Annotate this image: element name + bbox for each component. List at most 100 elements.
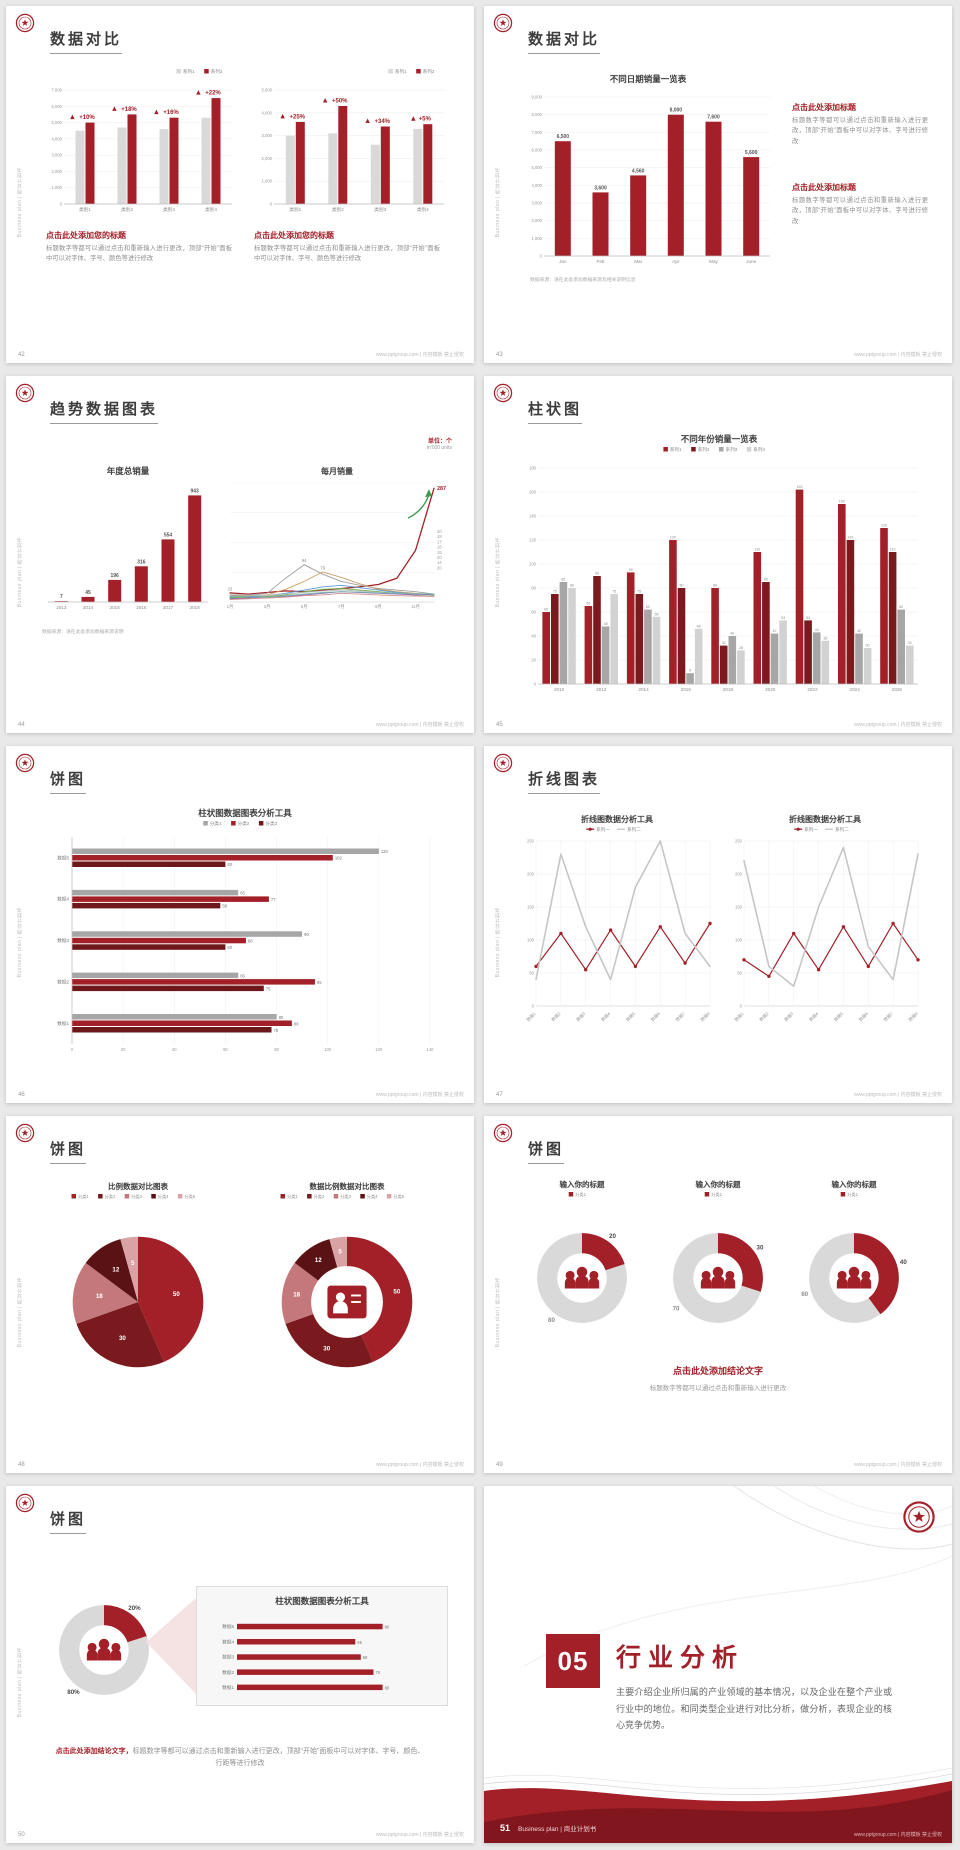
svg-text:数据5: 数据5	[222, 1623, 234, 1630]
svg-text:数据2: 数据2	[222, 1669, 234, 1676]
caption-body: 标题数字等都可以通过点击和重新输入进行更改，顶部“开始”面板中可以对字体、字号、…	[46, 245, 232, 263]
svg-text:输入你的标题: 输入你的标题	[832, 1179, 877, 1189]
school-seal-icon	[493, 1123, 513, 1143]
svg-text:20: 20	[437, 529, 442, 534]
svg-text:12: 12	[112, 1267, 119, 1274]
page-number: 43	[496, 352, 503, 358]
svg-text:数据8: 数据8	[907, 1010, 920, 1023]
annual-sales-bar-chart: 年度总销量 7 2013 45 2014 196 2015 316 2016 554 2017 943…	[42, 462, 214, 614]
svg-text:58: 58	[222, 904, 227, 909]
svg-text:56: 56	[654, 612, 658, 616]
comparison-bar-chart-right: 系列1 系列2 5,000 4,000 3,000 2,000 1,000 0 +25% 类别1 +…	[250, 64, 450, 216]
slide-title: 数据对比	[528, 28, 601, 54]
svg-text:110: 110	[890, 548, 896, 552]
svg-text:系列2: 系列2	[423, 68, 435, 75]
slide-footer: www.pptgroup.com | 内容模板 禁止侵权	[376, 352, 464, 358]
svg-text:+10%: +10%	[79, 115, 95, 121]
svg-text:70: 70	[673, 1305, 680, 1312]
svg-text:分类2: 分类2	[314, 1193, 325, 1200]
svg-text:150: 150	[839, 500, 845, 504]
side-brand-label: Business plan | 商业计划书	[495, 536, 501, 608]
svg-text:数据4: 数据4	[57, 896, 69, 903]
svg-text:数据7: 数据7	[674, 1010, 687, 1023]
unit-label-en: in'000 units	[426, 445, 452, 451]
svg-text:94: 94	[302, 558, 307, 563]
monthly-sales-line-chart: 每月销量 1月 3月 5月 7月 9月 11月 23 94 76 287 20 18 17 16 15 20 14…	[222, 462, 452, 614]
svg-text:60: 60	[531, 610, 536, 615]
caption-heading: 点击此处添加您的标题	[254, 231, 334, 240]
svg-text:30: 30	[323, 1346, 330, 1353]
slide-title: 饼图	[50, 1138, 87, 1164]
svg-text:30: 30	[866, 644, 870, 648]
page-number: 45	[496, 722, 503, 728]
svg-text:年度总销量: 年度总销量	[107, 466, 150, 476]
svg-text:130: 130	[881, 524, 887, 528]
side-brand-label: Business plan | 商业计划书	[17, 906, 23, 978]
svg-text:系列2: 系列2	[211, 68, 223, 75]
svg-text:折线图数据分析工具: 折线图数据分析工具	[789, 814, 861, 824]
svg-text:数据比例数据对比图表: 数据比例数据对比图表	[310, 1181, 385, 1191]
ratio-donut-chart: 数据比例数据对比图表 分类1 分类2 分类3 分类4 分类5 50 30 18 12 5	[244, 1178, 450, 1398]
svg-text:类别4: 类别4	[205, 206, 217, 213]
school-seal-icon	[15, 13, 35, 33]
donut-chart-1: 输入你的标题 分类1 20 80	[516, 1176, 648, 1352]
svg-text:53: 53	[781, 616, 785, 620]
svg-text:系列3: 系列3	[726, 446, 738, 453]
svg-text:120: 120	[529, 538, 537, 543]
svg-text:45: 45	[85, 590, 91, 596]
band-caption: 51 Business plan | 商业计划书	[500, 1823, 596, 1833]
slide-46-hbar-chart: Business plan | 商业计划书 饼图 柱状图数据图表分析工具 分类1 分…	[6, 746, 474, 1103]
side-brand-label: Business plan | 商业计划书	[17, 536, 23, 608]
svg-text:系列一: 系列一	[804, 826, 818, 833]
svg-text:554: 554	[164, 532, 173, 538]
donut-chart-2: 输入你的标题 分类1 30 70	[652, 1176, 784, 1352]
svg-text:数据2: 数据2	[550, 1010, 563, 1023]
svg-text:系列4: 系列4	[753, 446, 765, 453]
svg-text:162: 162	[797, 485, 803, 489]
slide-footer: www.pptgroup.com | 内容模板 禁止侵权	[376, 1462, 464, 1468]
svg-text:Mar: Mar	[634, 259, 642, 264]
svg-text:120: 120	[375, 1047, 383, 1052]
svg-text:数据4: 数据4	[222, 1638, 234, 1645]
svg-text:系列2: 系列2	[698, 446, 710, 453]
svg-text:2012: 2012	[596, 687, 607, 692]
section-body: 主要介绍企业所归属的产业领域的基本情况，以及企业在整个产业或行业中的地位。和同类…	[616, 1687, 892, 1731]
svg-text:65: 65	[357, 1640, 362, 1645]
donut-chart-3: 输入你的标题 分类1 40 60	[788, 1176, 920, 1352]
svg-text:7月: 7月	[338, 604, 345, 610]
svg-text:系列二: 系列二	[627, 826, 641, 833]
svg-text:柱状图数据图表分析工具: 柱状图数据图表分析工具	[198, 808, 292, 818]
caption-heading: 点击此处添加标题	[792, 103, 856, 112]
svg-text:80: 80	[274, 1047, 279, 1052]
percentage-donut-chart: 20% 80%	[36, 1580, 172, 1716]
svg-text:Apr: Apr	[672, 259, 680, 264]
svg-text:60: 60	[223, 1047, 228, 1052]
svg-text:类别4: 类别4	[417, 206, 429, 213]
svg-text:数据2: 数据2	[758, 1010, 771, 1023]
conclusion-paragraph: 点击此处添加结论文字，标题数字等都可以通过点击和重新输入进行更改，顶部“开始”面…	[54, 1746, 426, 1771]
svg-text:5月: 5月	[301, 604, 308, 610]
analysis-panel: 柱状图数据图表分析工具 数据5 80 数据4 65 数据3 68 数据2 75 数据1 80	[196, 1586, 448, 1706]
svg-text:数据5: 数据5	[832, 1010, 845, 1023]
svg-text:7,600: 7,600	[707, 115, 720, 121]
svg-text:2,000: 2,000	[532, 218, 543, 223]
side-brand-label: Business plan | 商业计划书	[17, 166, 23, 238]
svg-text:分类1: 分类1	[847, 1191, 858, 1198]
svg-text:42: 42	[773, 629, 777, 633]
school-seal-icon	[902, 1500, 936, 1534]
svg-text:5: 5	[131, 1260, 135, 1267]
svg-text:系列二: 系列二	[835, 826, 849, 833]
slide-50-donut-and-bars: Business plan | 商业计划书 饼图 20% 80% 柱状图数据图表分…	[6, 1486, 474, 1843]
svg-text:30: 30	[757, 1245, 764, 1252]
svg-text:2017: 2017	[163, 605, 174, 610]
school-seal-icon	[493, 753, 513, 773]
svg-text:20: 20	[437, 555, 442, 560]
svg-text:40: 40	[172, 1047, 177, 1052]
svg-text:7: 7	[60, 594, 63, 600]
school-seal-icon	[15, 383, 35, 403]
yearly-grouped-column-chart: 不同年份销量一览表 系列1 系列2 系列3 系列4 180 160 140 120 100 80 60…	[514, 430, 924, 696]
svg-text:65: 65	[586, 602, 590, 606]
caption-block: 点击此处添加标题 标题数字等都可以通过点击和重新输入进行更改，顶部“开始”面板中…	[792, 182, 928, 227]
svg-text:数据1: 数据1	[222, 1684, 234, 1691]
svg-text:42: 42	[857, 629, 861, 633]
